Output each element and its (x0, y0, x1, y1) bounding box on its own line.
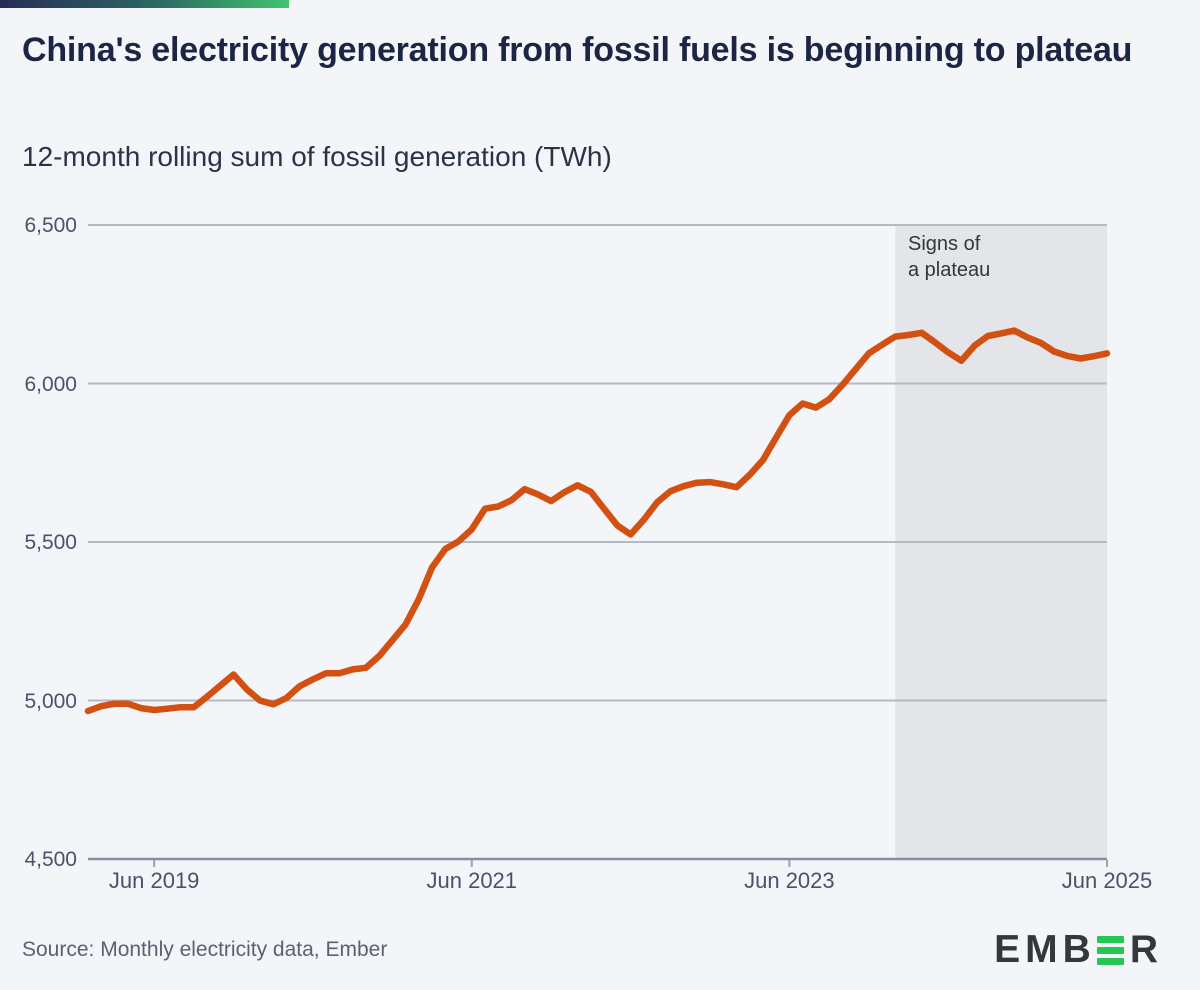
annotation-line-1: Signs of (908, 233, 981, 255)
page-title: China's electricity generation from foss… (22, 31, 1133, 69)
ember-logo-suffix: R (1129, 928, 1163, 971)
plateau-annotation: Signs of a plateau (908, 231, 990, 283)
y-axis-label: 5,000 (24, 689, 77, 713)
y-axis-label: 6,500 (24, 214, 77, 237)
fossil-generation-line (84, 327, 1111, 715)
chart-subtitle: 12-month rolling sum of fossil generatio… (22, 141, 612, 172)
annotation-line-2: a plateau (908, 259, 991, 281)
x-axis-label: Jun 2019 (108, 868, 200, 893)
x-axis-label: Jun 2025 (1061, 868, 1153, 893)
ember-logo: EMB R (994, 928, 1163, 972)
source-note: Source: Monthly electricity data, Ember (22, 938, 388, 961)
y-axis-label: 4,500 (24, 848, 77, 871)
x-axis-label: Jun 2021 (426, 868, 518, 893)
ember-green-e-icon (1096, 935, 1124, 965)
y-axis-label: 6,000 (24, 372, 77, 396)
brand-stripe (0, 0, 289, 8)
ember-logo-prefix: EMB (994, 928, 1096, 971)
y-axis-label: 5,500 (24, 531, 77, 554)
x-axis-label: Jun 2023 (744, 868, 835, 893)
